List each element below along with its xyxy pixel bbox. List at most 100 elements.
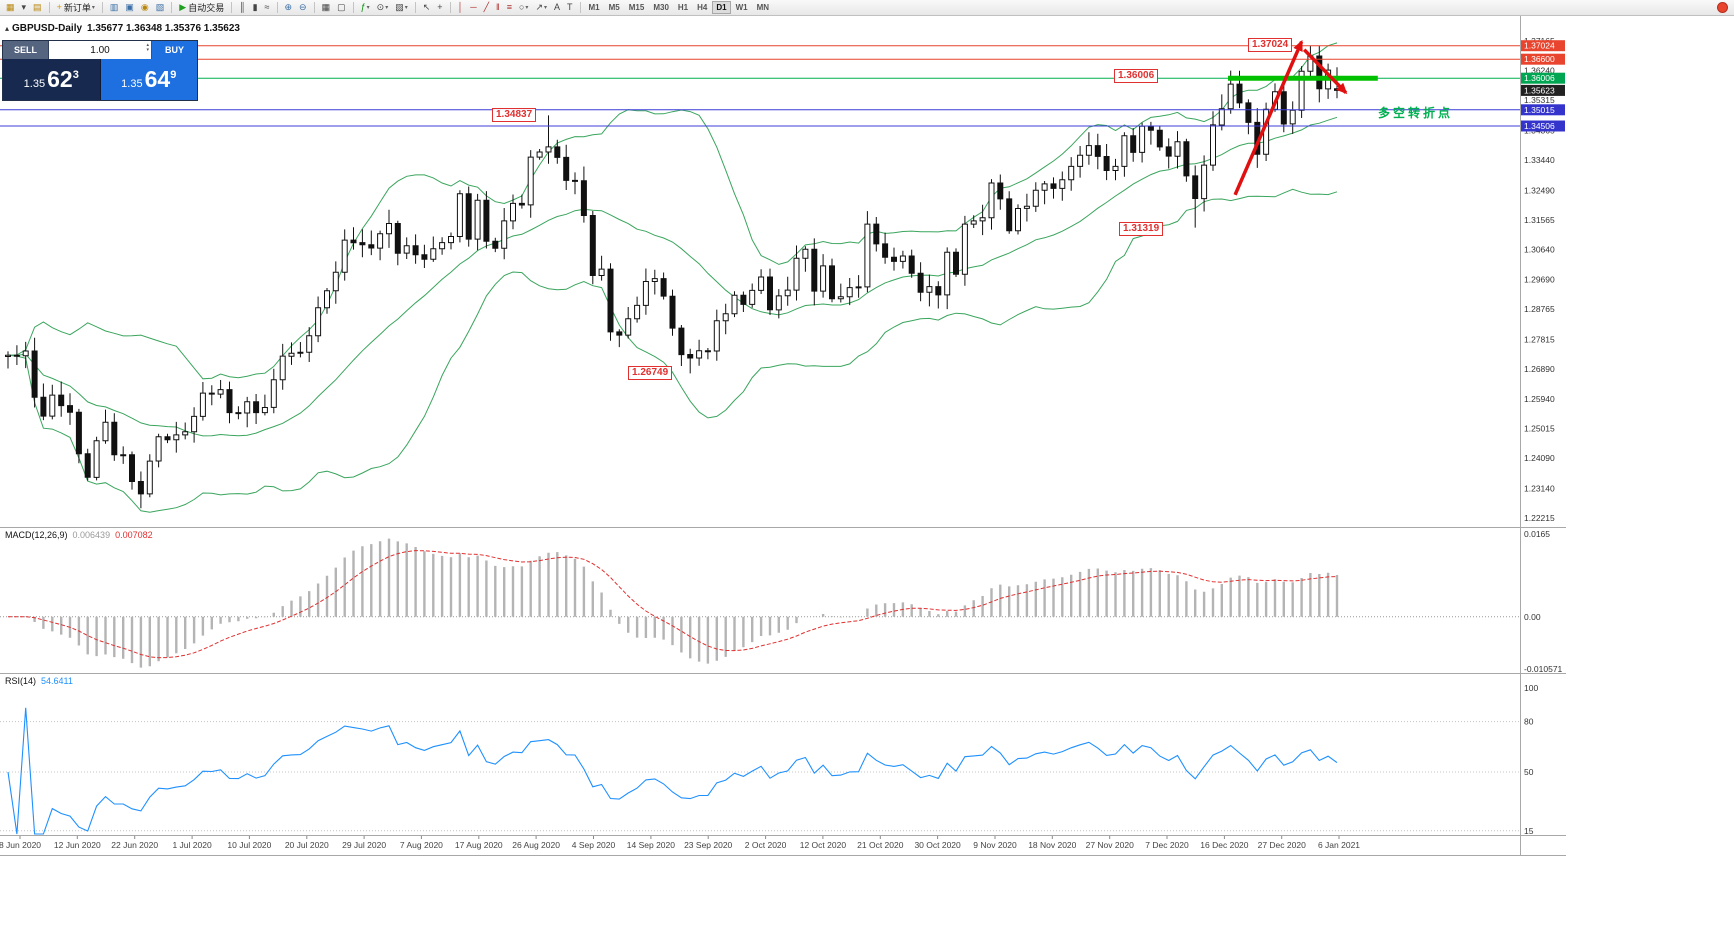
navigator-glyph-icon: ◉ xyxy=(140,2,149,12)
sell-price[interactable]: 1.35 62 3 xyxy=(3,59,101,100)
new-order-button[interactable]: + 新订单 ▾ xyxy=(54,1,98,15)
chart-dropdown-icon[interactable]: ▾ xyxy=(19,1,30,15)
templates-icon[interactable]: ▨ ▾ xyxy=(392,1,411,15)
shapes-dropdown-icon[interactable]: ▾ xyxy=(525,5,529,11)
candlestick-series xyxy=(5,45,1340,509)
one-click-expander-icon[interactable]: ▴ xyxy=(5,24,10,33)
timeframe-mn-button[interactable]: MN xyxy=(753,1,773,14)
tile-windows-icon[interactable]: ▦ xyxy=(319,1,334,15)
chart-dropdown-glyph-icon: ▾ xyxy=(21,2,27,12)
autotrading-button[interactable]: ▶ 自动交易 xyxy=(176,1,227,15)
chart-line-icon[interactable]: ≈ xyxy=(262,1,273,15)
periods-icon[interactable]: ⊙ ▾ xyxy=(374,1,392,15)
new-chart-glyph-icon: ▦ xyxy=(6,2,15,12)
data-window-icon[interactable]: ▣ xyxy=(122,1,137,15)
timeframe-h1-button[interactable]: H1 xyxy=(674,1,692,14)
chart-line-glyph-icon: ≈ xyxy=(264,2,270,12)
trendline-icon[interactable]: ╱ xyxy=(481,1,492,15)
date-tick-label: 29 Jul 2020 xyxy=(342,840,386,850)
chart-bars-icon[interactable]: ║ xyxy=(236,1,248,15)
text-annotation[interactable]: 多空转折点 xyxy=(1378,106,1454,120)
date-tick-label: 16 Dec 2020 xyxy=(1200,840,1248,850)
price-tick-label: 1.25940 xyxy=(1524,394,1555,404)
price-callout[interactable]: 1.36006 xyxy=(1114,69,1159,83)
timeframe-m30-button[interactable]: M30 xyxy=(649,1,673,14)
fibonacci-icon[interactable]: ≡ xyxy=(504,1,515,15)
timeframe-w1-button[interactable]: W1 xyxy=(732,1,752,14)
crosshair-icon[interactable]: + xyxy=(434,1,445,15)
sell-price-sup: 3 xyxy=(72,68,79,81)
equidistant-channel-glyph-icon: ‖ xyxy=(496,2,500,12)
text-icon[interactable]: A xyxy=(551,1,563,15)
lot-increase-icon[interactable]: ▴ xyxy=(146,42,149,48)
data-window-glyph-icon: ▣ xyxy=(125,2,134,12)
price-tag: 1.35623 xyxy=(1521,84,1565,96)
text-glyph-icon: A xyxy=(554,2,561,12)
price-tag: 1.35015 xyxy=(1521,104,1565,116)
periods-dropdown-icon[interactable]: ▾ xyxy=(385,5,389,11)
navigator-icon[interactable]: ◉ xyxy=(138,1,152,15)
price-scale[interactable]: 1.371651.362401.353151.343651.334401.324… xyxy=(1521,36,1565,523)
price-tick-label: 1.35315 xyxy=(1524,95,1555,105)
price-callout[interactable]: 1.26749 xyxy=(628,366,673,380)
lot-decrease-icon[interactable]: ▾ xyxy=(146,47,149,53)
new-order-dropdown-icon[interactable]: ▾ xyxy=(91,5,95,11)
bull-candles xyxy=(5,55,1332,495)
timeframe-h4-button[interactable]: H4 xyxy=(693,1,711,14)
rsi-label: RSI(14) xyxy=(5,676,37,686)
autotrading-glyph-icon: ▶ xyxy=(179,2,187,12)
zoom-in-icon[interactable]: ⊕ xyxy=(282,1,296,15)
shapes-icon[interactable]: ○ ▾ xyxy=(516,1,531,15)
terminal-icon[interactable]: ▧ xyxy=(153,1,168,15)
equidistant-channel-icon[interactable]: ‖ xyxy=(493,1,503,15)
arrows-icon[interactable]: ↗ ▾ xyxy=(532,1,550,15)
cursor-icon[interactable]: ↖ xyxy=(420,1,434,15)
timeframe-d1-button[interactable]: D1 xyxy=(712,1,731,14)
new-chart-icon[interactable]: ▦ xyxy=(3,1,18,15)
timeframe-m1-button[interactable]: M1 xyxy=(585,1,604,14)
buy-button[interactable]: BUY xyxy=(151,41,197,59)
trend-arrow[interactable] xyxy=(1233,39,1304,196)
macd-histogram xyxy=(24,538,1339,668)
buy-price[interactable]: 1.35 64 9 xyxy=(100,59,197,100)
price-tick-label: 1.22215 xyxy=(1524,513,1555,523)
chart-bars-glyph-icon: ║ xyxy=(239,2,246,12)
chart-candles-icon[interactable]: ▮ xyxy=(250,1,261,15)
arrows-dropdown-icon[interactable]: ▾ xyxy=(543,5,547,11)
buy-price-big: 64 xyxy=(144,66,171,92)
timeframe-m15-button[interactable]: M15 xyxy=(625,1,649,14)
zoom-out-icon[interactable]: ⊖ xyxy=(296,1,310,15)
price-tick-label: 1.27815 xyxy=(1524,334,1555,344)
macd-label: MACD(12,26,9) xyxy=(5,530,68,540)
profiles-icon[interactable]: ▤ xyxy=(30,1,45,15)
new-order-label: 新订单 xyxy=(63,3,91,13)
price-callout[interactable]: 1.37024 xyxy=(1248,38,1293,52)
horizontal-line-icon[interactable]: ─ xyxy=(467,1,479,15)
text-label-icon[interactable]: T xyxy=(564,1,576,15)
panel-separators xyxy=(0,16,1566,856)
indicators-icon[interactable]: ƒ ▾ xyxy=(358,1,373,15)
price-callout[interactable]: 1.34837 xyxy=(492,108,537,122)
sell-button[interactable]: SELL xyxy=(3,41,49,59)
price-tick-label: 1.30640 xyxy=(1524,244,1555,254)
vertical-line-icon[interactable]: │ xyxy=(455,1,467,15)
indicators-dropdown-icon[interactable]: ▾ xyxy=(366,5,370,11)
market-watch-icon[interactable]: ▥ xyxy=(107,1,122,15)
lot-size-field[interactable]: 1.00 ▴ ▾ xyxy=(49,41,151,59)
auto-arrange-icon[interactable]: ▢ xyxy=(334,1,349,15)
crosshair-glyph-icon: + xyxy=(437,2,443,12)
svg-text:1.37024: 1.37024 xyxy=(1524,41,1555,51)
trend-arrow[interactable] xyxy=(1302,48,1348,95)
date-axis[interactable]: 8 Jun 2020 12 Jun 2020 22 Jun 2020 1 Jul 20… xyxy=(0,836,1360,850)
notification-badge-icon[interactable] xyxy=(1717,2,1728,13)
rsi-line xyxy=(7,707,1338,835)
price-callout[interactable]: 1.31319 xyxy=(1119,222,1164,236)
timeframe-m5-button[interactable]: M5 xyxy=(605,1,624,14)
toolbar-separator xyxy=(449,2,451,13)
chart-canvas[interactable]: 1.371651.362401.353151.343651.334401.324… xyxy=(0,16,1566,856)
fibonacci-glyph-icon: ≡ xyxy=(506,2,512,12)
templates-dropdown-icon[interactable]: ▾ xyxy=(404,5,408,11)
sell-price-big: 62 xyxy=(47,66,73,92)
price-tick-label: 1.36240 xyxy=(1524,66,1555,76)
